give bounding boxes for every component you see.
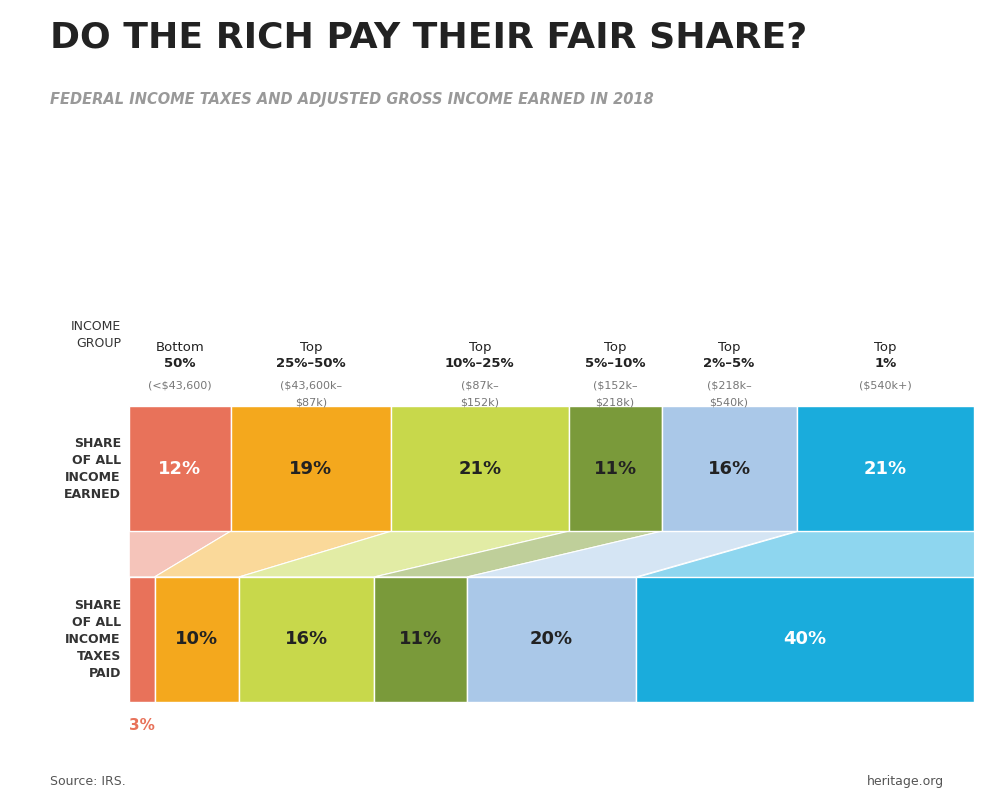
Text: 2%–5%: 2%–5% [704, 357, 754, 370]
Text: 12%: 12% [158, 460, 202, 478]
Bar [392, 406, 569, 531]
Text: $218k): $218k) [595, 398, 634, 408]
Text: DO THE RICH PAY THEIR FAIR SHARE?: DO THE RICH PAY THEIR FAIR SHARE? [50, 20, 807, 54]
Bar [240, 577, 374, 702]
Polygon shape [467, 531, 797, 577]
Polygon shape [155, 531, 392, 577]
Text: ($218k–: ($218k– [707, 380, 751, 390]
Text: 19%: 19% [289, 460, 332, 478]
Text: 25%–50%: 25%–50% [276, 357, 346, 370]
Text: 11%: 11% [593, 460, 636, 478]
Bar [797, 406, 974, 531]
Text: $540k): $540k) [710, 398, 748, 408]
Text: Top: Top [299, 341, 322, 354]
Text: FEDERAL INCOME TAXES AND ADJUSTED GROSS INCOME EARNED IN 2018: FEDERAL INCOME TAXES AND ADJUSTED GROSS … [50, 92, 653, 107]
Bar [155, 577, 240, 702]
Text: 40%: 40% [783, 630, 827, 648]
Text: 1%: 1% [875, 357, 897, 370]
Text: Top: Top [874, 341, 897, 354]
Text: 21%: 21% [458, 460, 501, 478]
Text: INCOME
GROUP: INCOME GROUP [71, 320, 121, 350]
Text: Top: Top [468, 341, 491, 354]
Bar [374, 577, 467, 702]
Bar [129, 577, 155, 702]
Polygon shape [129, 531, 231, 577]
Text: ($43,600k–: ($43,600k– [280, 380, 342, 390]
Polygon shape [636, 531, 974, 577]
Text: 10%: 10% [175, 630, 219, 648]
Text: 21%: 21% [864, 460, 907, 478]
Text: Top: Top [718, 341, 741, 354]
Text: (<$43,600): (<$43,600) [148, 380, 212, 390]
Bar [569, 406, 662, 531]
Text: $87k): $87k) [295, 398, 327, 408]
Text: 20%: 20% [530, 630, 574, 648]
Text: ($87k–: ($87k– [461, 380, 499, 390]
Text: SHARE
OF ALL
INCOME
EARNED: SHARE OF ALL INCOME EARNED [64, 437, 121, 501]
Text: 16%: 16% [285, 630, 328, 648]
Bar [662, 406, 797, 531]
Text: Bottom: Bottom [155, 341, 205, 354]
Text: 16%: 16% [708, 460, 750, 478]
Bar [467, 577, 636, 702]
Text: ($152k–: ($152k– [592, 380, 637, 390]
Bar [129, 406, 231, 531]
Text: $152k): $152k) [460, 398, 499, 408]
Text: 10%–25%: 10%–25% [445, 357, 515, 370]
Text: 11%: 11% [400, 630, 442, 648]
Text: 50%: 50% [164, 357, 196, 370]
Polygon shape [374, 531, 662, 577]
Text: SHARE
OF ALL
INCOME
TAXES
PAID: SHARE OF ALL INCOME TAXES PAID [66, 599, 121, 680]
Text: Top: Top [603, 341, 626, 354]
Text: 3%: 3% [129, 718, 155, 734]
Bar [231, 406, 392, 531]
Bar [636, 577, 974, 702]
Text: heritage.org: heritage.org [867, 775, 944, 788]
Text: 5%–10%: 5%–10% [584, 357, 645, 370]
Text: ($540k+): ($540k+) [859, 380, 911, 390]
Text: Source: IRS.: Source: IRS. [50, 775, 125, 788]
Polygon shape [240, 531, 569, 577]
